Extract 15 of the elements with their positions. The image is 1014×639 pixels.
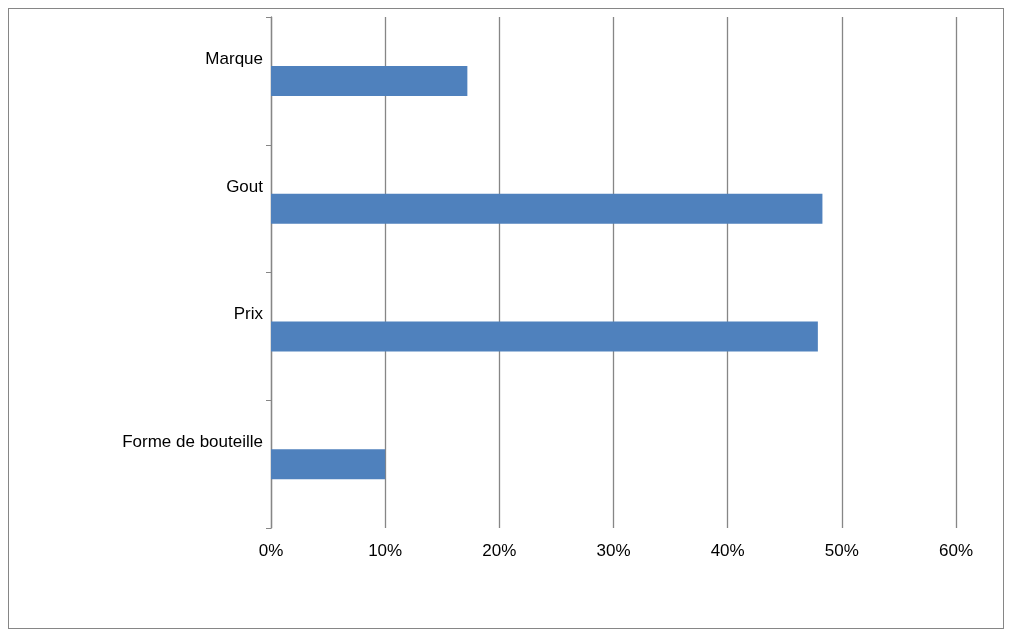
x-tick-label: 10%: [368, 541, 403, 560]
bar: [271, 193, 823, 224]
y-tick-label: Prix: [233, 304, 264, 324]
bar: [271, 321, 818, 352]
y-tick-label: Forme de bouteille: [122, 432, 263, 452]
bar: [271, 449, 386, 480]
y-tick-label: Marque: [205, 48, 263, 68]
x-tick-label: 50%: [824, 541, 859, 560]
x-tick-label: 60%: [938, 541, 974, 560]
x-tick-label: 0%: [258, 541, 284, 560]
x-tick-label: 30%: [596, 541, 631, 560]
x-tick-label: 40%: [710, 541, 745, 560]
bar: [271, 65, 468, 96]
x-tick-label: 20%: [482, 541, 517, 560]
y-tick-label: Gout: [226, 176, 264, 196]
